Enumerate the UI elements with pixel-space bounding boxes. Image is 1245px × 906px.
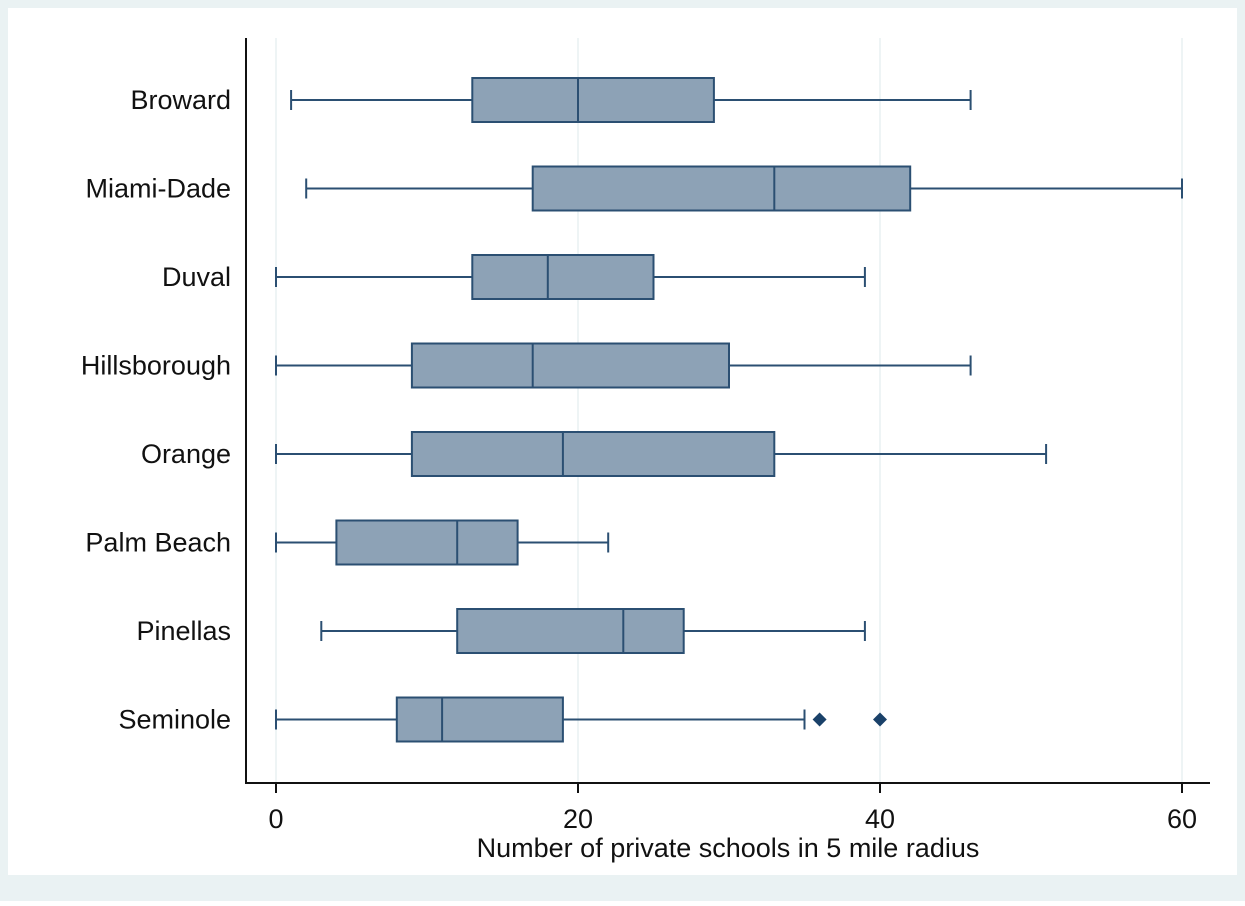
- outlier-point-0: [812, 712, 827, 727]
- category-label: Seminole: [118, 705, 231, 735]
- box-row-pinellas: [320, 608, 866, 654]
- category-label: Duval: [162, 262, 231, 292]
- category-label: Palm Beach: [85, 528, 231, 558]
- box-row-broward: [290, 77, 972, 123]
- x-axis-title: Number of private schools in 5 mile radi…: [477, 833, 980, 863]
- x-tick-label: 0: [268, 804, 283, 834]
- box-row-miami-dade: [305, 165, 1183, 212]
- axis-layer: Broward Miami-Dade Duval Hillsborough Orange…: [81, 38, 1210, 834]
- iqr-box: [471, 254, 655, 300]
- box-row-duval: [275, 254, 866, 300]
- category-label: Hillsborough: [81, 351, 231, 381]
- box-row-orange: [275, 431, 1048, 477]
- box-row-seminole: [275, 696, 887, 743]
- outlier-point-1: [873, 712, 887, 727]
- boxes-layer: [275, 77, 1183, 743]
- category-label: Broward: [130, 85, 231, 115]
- category-label: Pinellas: [136, 616, 231, 646]
- box-row-hillsborough: [275, 342, 972, 389]
- x-tick-label: 20: [563, 804, 593, 834]
- grid-layer: [275, 38, 1183, 783]
- iqr-box: [410, 342, 730, 389]
- iqr-box: [395, 696, 564, 743]
- iqr-box: [335, 519, 519, 566]
- iqr-box: [456, 608, 685, 654]
- category-label: Miami-Dade: [85, 174, 231, 204]
- box-row-palm-beach: [275, 519, 610, 566]
- x-tick-label: 40: [865, 804, 895, 834]
- iqr-box: [410, 431, 776, 477]
- iqr-box: [471, 77, 715, 123]
- x-tick-label: 60: [1167, 804, 1197, 834]
- category-label: Orange: [141, 439, 231, 469]
- iqr-box: [531, 165, 912, 212]
